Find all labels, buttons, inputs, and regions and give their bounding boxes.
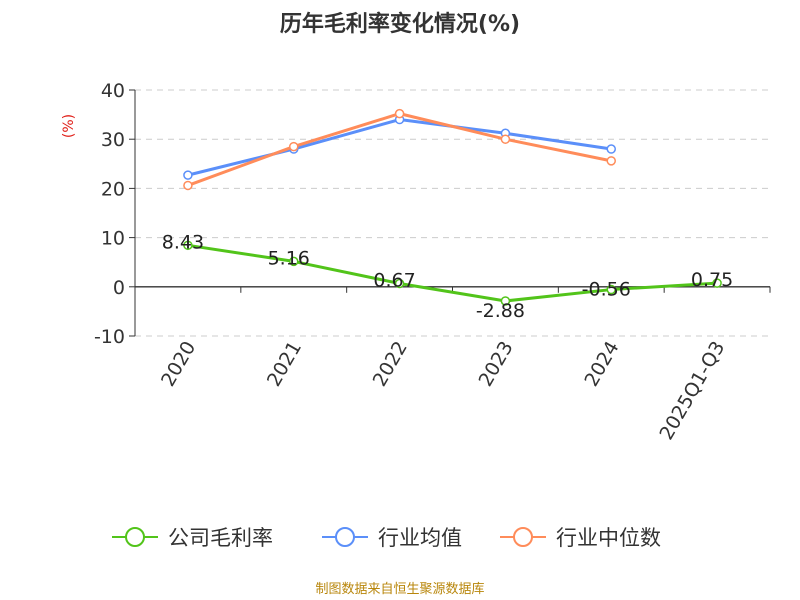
- data-point: [183, 170, 193, 180]
- x-tick-label: 2025Q1-Q3: [655, 338, 729, 444]
- legend-marker: [125, 527, 145, 547]
- data-label: -0.56: [582, 279, 631, 301]
- legend-label: 公司毛利率: [168, 526, 273, 550]
- data-point: [289, 141, 299, 152]
- data-label: -2.88: [476, 300, 525, 322]
- data-point: [712, 278, 722, 288]
- data-point: [606, 144, 616, 154]
- y-tick-label: 30: [101, 129, 125, 151]
- legend-label: 行业中位数: [556, 526, 661, 550]
- grid-lines: [135, 89, 770, 337]
- data-point: [500, 296, 511, 306]
- data-point: [183, 180, 193, 191]
- x-tick-label: 2024: [580, 338, 623, 391]
- y-tick-label: 0: [113, 277, 125, 299]
- x-tick-label: 2021: [263, 338, 306, 391]
- x-tick-label: 2023: [475, 338, 518, 391]
- data-point: [394, 108, 405, 119]
- x-tick-label: 2022: [369, 338, 412, 391]
- data-point: [606, 156, 616, 166]
- source-note: 制图数据来自恒生聚源数据库: [315, 582, 485, 597]
- data-point: [500, 134, 511, 144]
- data-point: [289, 256, 299, 267]
- axes: -10 0 10 20 30 40 (%) 2020 2021 2022 2023 2024 2025Q…: [61, 80, 771, 444]
- data-labels: 8.43 5.16 0.67 -2.88 -0.56 0.75: [162, 231, 733, 322]
- data-point: [183, 240, 193, 251]
- y-tick-label: -10: [94, 326, 125, 348]
- y-tick-label: 40: [101, 80, 125, 102]
- data-point: [606, 284, 616, 295]
- data-label: 8.43: [162, 231, 204, 253]
- chart-title: 历年毛利率变化情况(%): [279, 12, 521, 37]
- series-lines: [183, 108, 722, 306]
- data-point: [394, 278, 405, 289]
- legend-marker: [513, 527, 533, 547]
- legend: 公司毛利率 行业均值 行业中位数: [112, 526, 661, 550]
- legend-marker: [335, 527, 355, 547]
- series-line: [187, 243, 718, 303]
- y-tick-label: 20: [101, 178, 125, 200]
- y-tick-label: 10: [101, 228, 125, 250]
- data-label: 0.75: [691, 269, 733, 291]
- legend-label: 行业均值: [378, 526, 462, 550]
- x-tick-label: 2020: [157, 338, 200, 391]
- data-label: 5.16: [268, 247, 310, 269]
- data-label: 0.67: [373, 270, 415, 292]
- series-line: [187, 112, 612, 187]
- y-axis-label: (%): [61, 114, 77, 138]
